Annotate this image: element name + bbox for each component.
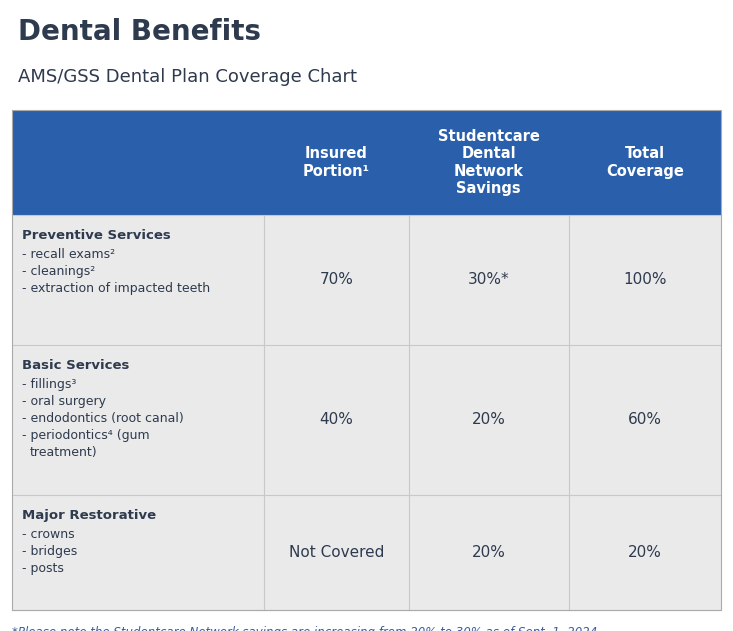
Text: Insured
Portion¹: Insured Portion¹	[303, 146, 370, 179]
Text: 20%: 20%	[472, 413, 506, 427]
Text: Studentcare
Dental
Network
Savings: Studentcare Dental Network Savings	[438, 129, 539, 196]
Text: - crowns: - crowns	[22, 528, 75, 541]
Bar	[12, 110, 721, 610]
Text: - bridges: - bridges	[22, 545, 77, 558]
Text: 100%: 100%	[623, 273, 666, 288]
Text: Major Restorative: Major Restorative	[22, 509, 156, 522]
Text: - posts: - posts	[22, 562, 64, 575]
Text: Basic Services: Basic Services	[22, 359, 130, 372]
Text: 30%*: 30%*	[468, 273, 509, 288]
Text: 60%: 60%	[627, 413, 662, 427]
Text: 40%: 40%	[320, 413, 353, 427]
Text: - endodontics (root canal): - endodontics (root canal)	[22, 412, 184, 425]
Text: - cleanings²: - cleanings²	[22, 265, 95, 278]
Text: - recall exams²: - recall exams²	[22, 248, 115, 261]
Text: - fillings³: - fillings³	[22, 378, 76, 391]
Text: *Please note the Studentcare Network savings are increasing from 20% to 30% as o: *Please note the Studentcare Network sav…	[12, 626, 601, 631]
Text: - extraction of impacted teeth: - extraction of impacted teeth	[22, 282, 210, 295]
Bar	[12, 110, 721, 215]
Text: - periodontics⁴ (gum: - periodontics⁴ (gum	[22, 429, 150, 442]
Text: AMS/GSS Dental Plan Coverage Chart: AMS/GSS Dental Plan Coverage Chart	[18, 68, 357, 86]
Bar	[12, 215, 721, 345]
Text: 70%: 70%	[320, 273, 353, 288]
Text: Preventive Services: Preventive Services	[22, 229, 171, 242]
Text: Not Covered: Not Covered	[289, 545, 384, 560]
Text: 20%: 20%	[472, 545, 506, 560]
Text: treatment): treatment)	[30, 446, 97, 459]
Bar	[12, 345, 721, 495]
Text: - oral surgery: - oral surgery	[22, 395, 106, 408]
Text: Dental Benefits: Dental Benefits	[18, 18, 261, 46]
Text: 20%: 20%	[628, 545, 662, 560]
Text: Total
Coverage: Total Coverage	[606, 146, 684, 179]
Bar	[12, 495, 721, 610]
